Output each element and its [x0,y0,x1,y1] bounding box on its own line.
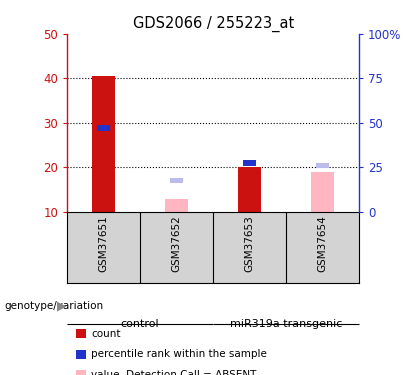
Bar [165,198,188,212]
Bar [311,172,334,212]
Text: ▶: ▶ [58,299,67,312]
Text: GSM37653: GSM37653 [244,215,255,272]
Text: control: control [121,320,160,329]
Text: GSM37654: GSM37654 [318,215,328,272]
Text: genotype/variation: genotype/variation [4,301,103,310]
Bar [316,163,329,168]
Text: percentile rank within the sample: percentile rank within the sample [91,350,267,359]
Bar [243,160,256,166]
Bar [92,76,116,212]
Text: count: count [91,329,121,339]
Text: miR319a transgenic: miR319a transgenic [230,320,342,329]
Title: GDS2066 / 255223_at: GDS2066 / 255223_at [133,16,294,32]
Text: GSM37651: GSM37651 [99,215,109,272]
Bar [170,178,183,183]
Text: value, Detection Call = ABSENT: value, Detection Call = ABSENT [91,370,257,375]
Bar [97,126,110,131]
Bar [238,167,261,212]
Text: GSM37652: GSM37652 [172,215,182,272]
